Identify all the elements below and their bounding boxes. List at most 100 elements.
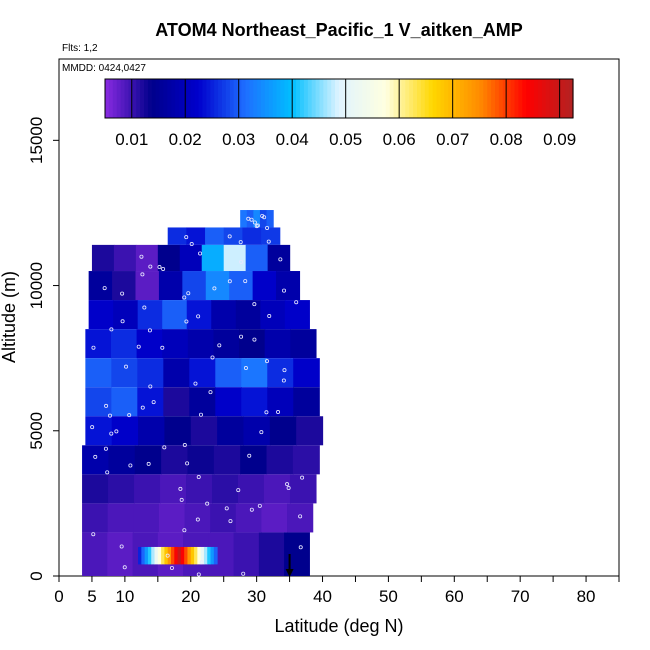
hotspot-cell <box>141 546 146 565</box>
swath-cell <box>293 358 320 388</box>
swath-cell <box>205 271 230 301</box>
colorbar-swatch <box>311 79 317 118</box>
colorbar-swatch <box>253 79 258 118</box>
sample-point <box>228 519 233 524</box>
swath-cell <box>213 445 241 475</box>
colorbar-swatch <box>522 79 527 118</box>
colorbar-swatch <box>175 79 180 118</box>
sample-point <box>147 328 152 333</box>
colorbar-swatch <box>206 79 211 118</box>
sample-point <box>169 565 174 570</box>
swath-cell <box>164 416 192 446</box>
hotspot-cell <box>161 546 165 565</box>
colorbar-swatch <box>261 79 266 118</box>
sample-point <box>264 410 269 415</box>
colorbar-swatch <box>155 79 161 118</box>
sample-point <box>103 446 108 451</box>
sample-point <box>198 251 203 256</box>
colorbar-swatch <box>358 79 363 118</box>
hotspot-cell <box>177 546 182 565</box>
swath-cell <box>201 244 225 272</box>
sample-point <box>120 291 125 296</box>
colorbar-swatch <box>362 79 367 118</box>
y-axis-label: Altitude (m) <box>0 271 19 363</box>
colorbar-swatch <box>300 79 305 118</box>
colorbar-swatch <box>108 79 114 118</box>
sample-point <box>239 259 244 264</box>
colorbar-swatch <box>401 79 406 118</box>
colorbar-swatch <box>432 79 438 118</box>
colorbar-swatch <box>264 79 270 118</box>
colorbar-swatch <box>440 79 445 118</box>
colorbar-swatch <box>331 79 336 118</box>
swath-cell <box>290 329 317 359</box>
swath-cell <box>158 503 186 533</box>
sample-point <box>127 413 132 418</box>
sample-point <box>91 345 96 350</box>
colorbar-swatch <box>354 79 360 118</box>
sample-point <box>224 506 229 511</box>
sample-point <box>179 497 184 502</box>
location-marker <box>285 554 294 577</box>
x-tick-label: 70 <box>511 587 530 606</box>
x-tick-label: 10 <box>115 587 134 606</box>
colorbar-swatch <box>147 79 153 118</box>
swath-cell <box>157 244 181 272</box>
colorbar-swatch <box>530 79 535 118</box>
chart-title: ATOM4 Northeast_Pacific_1 V_aitken_AMP <box>155 20 522 40</box>
colorbar-swatch <box>315 79 321 118</box>
swath-cell <box>253 210 261 228</box>
colorbar-swatch <box>245 79 250 118</box>
colorbar-swatch <box>190 79 196 118</box>
swath-cell <box>267 358 294 388</box>
sample-point <box>205 501 210 506</box>
colorbar-swatch <box>537 79 543 118</box>
swath-cell <box>211 300 237 330</box>
swath-cell <box>264 329 291 359</box>
swath-cell <box>241 358 268 388</box>
swath-cell <box>189 387 216 417</box>
sample-point <box>119 544 124 549</box>
hotspot-cell <box>138 546 142 565</box>
swath-cell <box>241 387 268 417</box>
swath-cell <box>158 271 183 301</box>
colorbar-swatch <box>323 79 328 118</box>
sample-point <box>185 461 190 466</box>
colorbar-swatch <box>378 79 383 118</box>
swath-cell <box>267 244 291 272</box>
swath-cell <box>110 329 138 359</box>
swath-cell <box>292 445 320 475</box>
hotspot-cell <box>194 546 198 565</box>
colorbar-swatch <box>210 79 215 118</box>
swath-cell <box>111 416 139 446</box>
colorbar-swatch <box>549 79 555 118</box>
swath-cell <box>133 503 160 533</box>
sample-point <box>104 403 109 408</box>
swath-cell <box>167 227 187 245</box>
swath-cell <box>266 445 294 475</box>
sample-point <box>254 224 259 229</box>
swath-cell <box>113 300 139 330</box>
colorbar-swatch <box>124 79 129 118</box>
sample-point <box>196 572 201 577</box>
colorbar-swatch <box>237 79 243 118</box>
swath-cell <box>85 387 112 417</box>
colorbar-swatch <box>514 79 519 118</box>
swath-cell <box>182 271 207 301</box>
swath-cell <box>88 300 114 330</box>
colorbar-tick-label: 0.07 <box>436 130 469 149</box>
swath-cell <box>235 503 263 533</box>
x-axis-label: Latitude (deg N) <box>274 616 403 636</box>
colorbar-tick-label: 0.03 <box>222 130 255 149</box>
sample-point <box>285 482 290 487</box>
colorbar-swatch <box>381 79 387 118</box>
sample-point <box>184 235 189 240</box>
x-tick-label: 30 <box>247 587 266 606</box>
colorbar-swatch <box>202 79 207 118</box>
colorbar-swatch <box>366 79 371 118</box>
sample-point <box>265 225 270 230</box>
colorbar-swatch <box>413 79 418 118</box>
sample-point <box>259 430 264 435</box>
sample-point <box>165 553 170 558</box>
